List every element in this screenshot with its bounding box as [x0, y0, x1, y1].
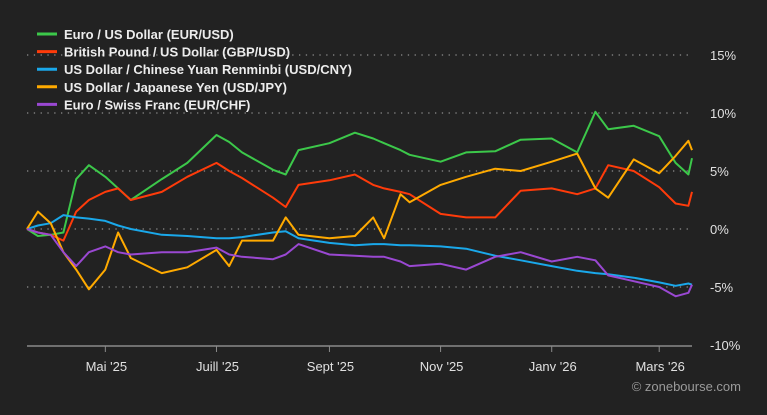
legend-label: US Dollar / Japanese Yen (USD/JPY) — [64, 80, 287, 95]
x-axis: Mai '25 Juill '25 Sept '25 Nov '25 Janv '26 M… — [86, 346, 685, 374]
series-line-4 — [26, 228, 693, 298]
x-tick-label: Janv '26 — [529, 359, 577, 374]
series-line-0 — [26, 110, 693, 237]
series-line-1 — [26, 161, 693, 242]
y-tick-label: 10% — [710, 106, 736, 121]
x-tick-label: Juill '25 — [196, 359, 239, 374]
y-tick-label: -5% — [710, 280, 734, 295]
legend: Euro / US Dollar (EUR/USD) British Pound … — [37, 27, 352, 112]
legend-label: Euro / US Dollar (EUR/USD) — [64, 27, 234, 42]
x-tick-label: Mai '25 — [86, 359, 128, 374]
y-tick-label: 15% — [710, 48, 736, 63]
legend-label: British Pound / US Dollar (GBP/USD) — [64, 45, 290, 60]
y-tick-label: 0% — [710, 222, 729, 237]
x-tick-label: Sept '25 — [307, 359, 354, 374]
y-tick-label: 5% — [710, 164, 729, 179]
x-tick-label: Nov '25 — [420, 359, 464, 374]
gridlines — [27, 54, 692, 347]
series-lines — [26, 110, 693, 298]
x-tick-label: Mars '26 — [635, 359, 684, 374]
y-tick-label: -10% — [710, 338, 741, 353]
legend-label: Euro / Swiss Franc (EUR/CHF) — [64, 97, 250, 112]
series-line-3 — [26, 139, 693, 291]
y-axis: 15% 10% 5% 0% -5% -10% — [710, 48, 741, 353]
watermark: © zonebourse.com — [632, 379, 741, 394]
series-line-2 — [26, 214, 693, 287]
legend-label: US Dollar / Chinese Yuan Renminbi (USD/C… — [64, 62, 352, 77]
